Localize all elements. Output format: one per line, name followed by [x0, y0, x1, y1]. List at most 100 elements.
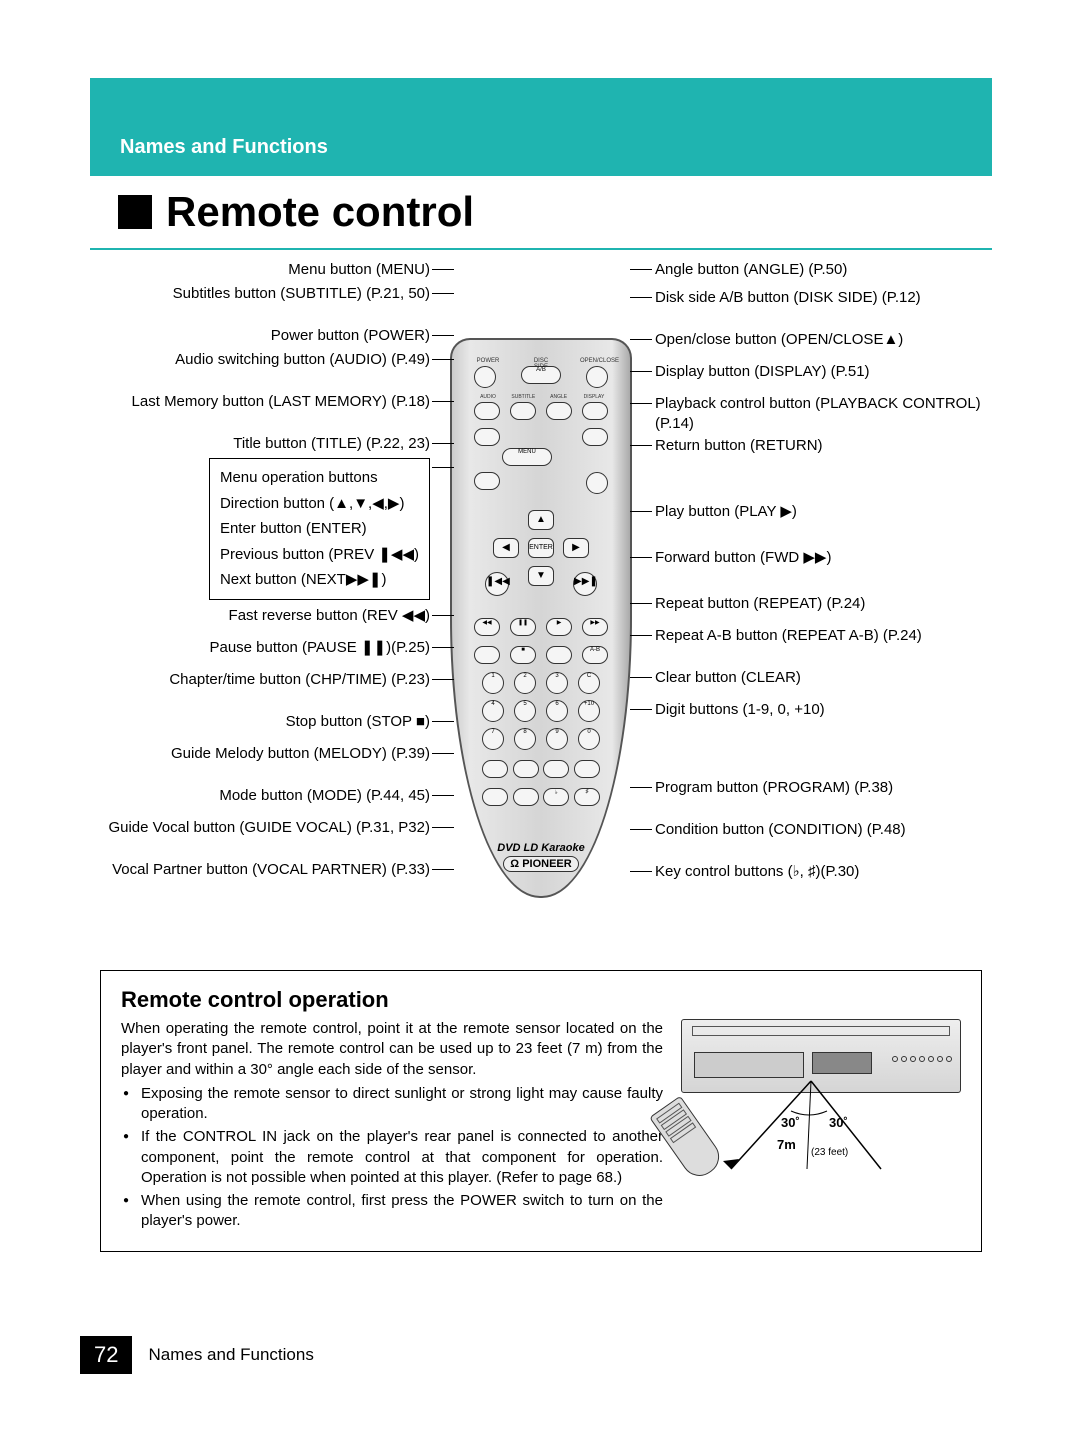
breadcrumb: Names and Functions: [120, 136, 328, 159]
operation-box: Remote control operation When operating …: [100, 970, 982, 1252]
page-title: Remote control: [166, 188, 474, 236]
remote-inner: POWER DISC SIDE OPEN/CLOSE A/B AUDIO SUB…: [462, 350, 620, 886]
operation-bullet-0: Exposing the remote sensor to direct sun…: [121, 1084, 663, 1125]
menu-ops-enter: Enter button (ENTER): [220, 516, 419, 542]
left-label-14: Vocal Partner button (VOCAL PARTNER) (P.…: [90, 860, 430, 880]
callout-line: [432, 401, 454, 402]
display-button: [582, 402, 608, 420]
callout-line: [630, 603, 652, 604]
brand-pioneer: Ω PIONEER: [503, 856, 578, 872]
right-label-0: Angle button (ANGLE) (P.50): [655, 260, 995, 280]
right-label-4: Playback control button (PLAYBACK CONTRO…: [655, 394, 995, 433]
right-label-12: Program button (PROGRAM) (P.38): [655, 778, 995, 798]
digit-2: 2: [514, 672, 536, 694]
digit-9: 9: [546, 728, 568, 750]
program-button: [574, 760, 600, 778]
callout-line: [432, 467, 454, 468]
callout-line: [630, 709, 652, 710]
digit-8: 8: [514, 728, 536, 750]
callout-line: [432, 869, 454, 870]
stop-button: ■: [510, 646, 536, 664]
left-label-10: Stop button (STOP ■): [90, 712, 430, 732]
callout-line: [630, 787, 652, 788]
left-button: ◀: [493, 538, 519, 558]
right-label-11: Digit buttons (1-9, 0, +10): [655, 700, 995, 720]
guide-vocal-button: [482, 788, 508, 806]
title-button: [474, 472, 500, 490]
callout-line: [630, 371, 652, 372]
digit-6: 6: [546, 700, 568, 722]
right-button: ▶: [563, 538, 589, 558]
title-square-icon: [118, 195, 152, 229]
right-label-10: Clear button (CLEAR): [655, 668, 995, 688]
next-button: ▶▶❚: [573, 572, 597, 596]
left-label-12: Mode button (MODE) (P.44, 45): [90, 786, 430, 806]
pause-button: ❚❚: [510, 618, 536, 636]
operation-intro: When operating the remote control, point…: [121, 1019, 663, 1080]
callout-line: [630, 557, 652, 558]
operation-text: When operating the remote control, point…: [121, 1019, 663, 1235]
callout-line: [432, 795, 454, 796]
subtitle-button: [510, 402, 536, 420]
callout-line: [630, 677, 652, 678]
callout-line: [432, 269, 454, 270]
digit-3: 3: [546, 672, 568, 694]
menu-ops-box: Menu operation buttons Direction button …: [209, 458, 430, 600]
last-memory-button: [474, 428, 500, 446]
footer-section: Names and Functions: [148, 1345, 313, 1365]
callout-line: [432, 647, 454, 648]
mode-button: [513, 760, 539, 778]
callout-line: [432, 293, 454, 294]
power-button: [474, 366, 496, 388]
callout-line: [630, 829, 652, 830]
left-label-4: Last Memory button (LAST MEMORY) (P.18): [90, 392, 430, 412]
callout-line: [432, 615, 454, 616]
angle-button: [546, 402, 572, 420]
callout-line: [630, 445, 652, 446]
key-flat-button: ♭: [543, 788, 569, 806]
digit-1: 1: [482, 672, 504, 694]
left-label-5: Title button (TITLE) (P.22, 23): [90, 434, 430, 454]
callout-line: [630, 339, 652, 340]
direction-pad: ▲ ◀ ENTER ▶ ▼ ❚◀◀ ▶▶❚: [481, 538, 601, 628]
left-label-2: Power button (POWER): [90, 326, 430, 346]
vocal-partner-button: [513, 788, 539, 806]
brand-dvd: DVD LD Karaoke: [466, 842, 616, 854]
menu-ops-direction: Direction button (▲,▼,◀,▶): [220, 491, 419, 517]
right-label-1: Disk side A/B button (DISK SIDE) (P.12): [655, 288, 995, 308]
open-close-button: [586, 366, 608, 388]
operation-bullet-1: If the CONTROL IN jack on the player's r…: [121, 1127, 663, 1188]
digit-7: 7: [482, 728, 504, 750]
angle-right-label: 30˚: [829, 1115, 848, 1130]
chp-time-button: [474, 646, 500, 664]
right-label-3: Display button (DISPLAY) (P.51): [655, 362, 995, 382]
remote-brand: DVD LD Karaoke Ω PIONEER: [466, 842, 616, 872]
remote-illustration: POWER DISC SIDE OPEN/CLOSE A/B AUDIO SUB…: [450, 338, 632, 898]
right-label-8: Repeat button (REPEAT) (P.24): [655, 594, 995, 614]
callout-line: [432, 679, 454, 680]
melody-button: [482, 760, 508, 778]
condition-button: [543, 760, 569, 778]
key-sharp-button: ♯: [574, 788, 600, 806]
title-bar: Remote control: [90, 176, 992, 248]
digit-5: 5: [514, 700, 536, 722]
menu-ops-next: Next button (NEXT▶▶❚): [220, 567, 419, 593]
callout-line: [630, 269, 652, 270]
callout-line: [432, 359, 454, 360]
fwd-button: ▶▶: [582, 618, 608, 636]
right-label-7: Forward button (FWD ▶▶): [655, 548, 995, 568]
left-label-0: Menu button (MENU): [90, 260, 430, 280]
callout-line: [432, 827, 454, 828]
angle-lines: [681, 1019, 961, 1189]
rev-button: ◀◀: [474, 618, 500, 636]
repeat-ab-button: A-B: [582, 646, 608, 664]
operation-title: Remote control operation: [121, 987, 961, 1013]
distance-ft-label: (23 feet): [811, 1147, 848, 1158]
operation-illustration: 30˚ 30˚ 7m (23 feet): [681, 1019, 961, 1189]
menu-button: MENU: [502, 448, 552, 466]
left-label-9: Chapter/time button (CHP/TIME) (P.23): [90, 670, 430, 690]
down-button: ▼: [528, 566, 554, 586]
remote-diagram: POWER DISC SIDE OPEN/CLOSE A/B AUDIO SUB…: [90, 246, 992, 966]
enter-button: ENTER: [528, 538, 554, 558]
right-label-5: Return button (RETURN): [655, 436, 995, 456]
